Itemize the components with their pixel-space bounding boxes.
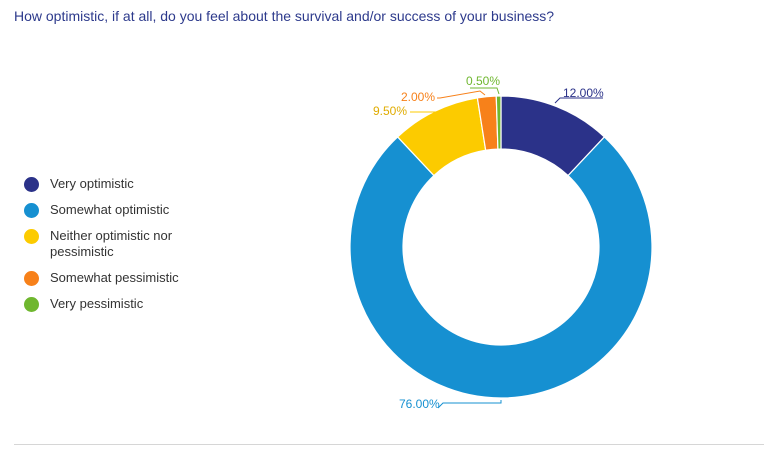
legend-label: Somewhat optimistic (50, 202, 170, 217)
legend-item-very-optimistic[interactable]: Very optimistic (24, 176, 224, 192)
leader-line (554, 97, 603, 104)
data-label: 12.00% (563, 86, 604, 100)
legend-swatch (24, 297, 39, 312)
data-label: 9.50% (373, 104, 407, 118)
donut-slice-very-pessimistic[interactable] (495, 95, 502, 150)
legend-label: Neither optimistic nor pessimistic (50, 228, 173, 259)
bottom-divider (14, 444, 764, 445)
data-label: 2.00% (401, 90, 435, 104)
legend-item-somewhat-optimistic[interactable]: Somewhat optimistic (24, 202, 224, 218)
leader-line (410, 111, 446, 123)
chart-title: How optimistic, if at all, do you feel a… (14, 8, 555, 24)
leader-line (437, 90, 486, 99)
chart-legend: Very optimistic Somewhat optimistic Neit… (24, 176, 224, 322)
legend-item-very-pessimistic[interactable]: Very pessimistic (24, 296, 224, 312)
data-label: 76.00% (399, 397, 440, 411)
legend-swatch (24, 177, 39, 192)
leader-line (470, 87, 500, 95)
legend-item-neither[interactable]: Neither optimistic nor pessimistic (24, 228, 224, 260)
legend-item-somewhat-pessimistic[interactable]: Somewhat pessimistic (24, 270, 224, 286)
legend-swatch (24, 203, 39, 218)
leader-line (437, 400, 502, 409)
legend-swatch (24, 271, 39, 286)
legend-label: Very optimistic (50, 176, 134, 191)
legend-label: Somewhat pessimistic (50, 270, 179, 285)
legend-swatch (24, 229, 39, 244)
legend-label: Very pessimistic (50, 296, 144, 311)
data-label: 0.50% (466, 74, 500, 88)
donut-slice-somewhat-optimistic[interactable] (349, 136, 653, 399)
